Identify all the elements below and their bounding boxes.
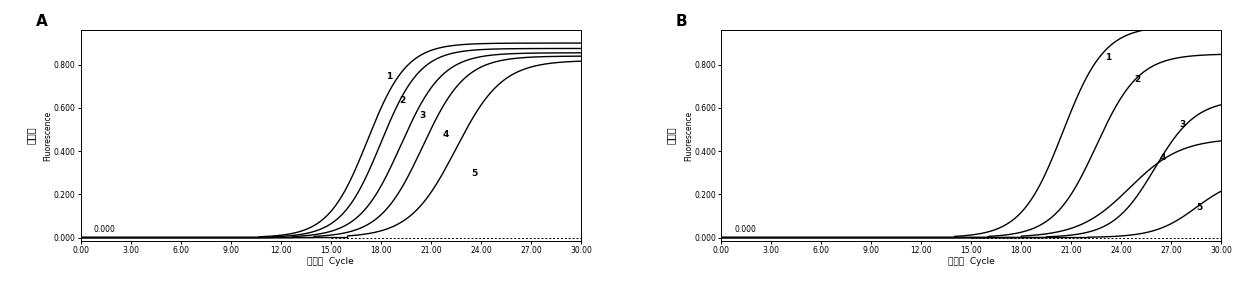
Text: Fluorescence: Fluorescence <box>684 110 693 160</box>
Text: 0.000: 0.000 <box>94 225 115 234</box>
Text: 0.000: 0.000 <box>734 225 756 234</box>
Text: 1: 1 <box>1105 53 1111 62</box>
Text: 4: 4 <box>1159 153 1166 162</box>
Text: A: A <box>36 14 47 29</box>
Text: 3: 3 <box>1179 119 1185 129</box>
Text: 4: 4 <box>443 130 449 139</box>
Text: 5: 5 <box>1197 203 1203 212</box>
Text: 荧光值: 荧光值 <box>26 127 36 144</box>
Text: 5: 5 <box>471 169 477 178</box>
Text: 1: 1 <box>386 72 392 81</box>
Text: Fluorescence: Fluorescence <box>43 110 52 160</box>
X-axis label: 循环数  Cycle: 循环数 Cycle <box>947 257 994 266</box>
Text: B: B <box>676 14 688 29</box>
Text: 3: 3 <box>419 111 425 120</box>
Text: 荧光值: 荧光值 <box>666 127 676 144</box>
Text: 2: 2 <box>399 96 405 105</box>
Text: 2: 2 <box>1135 75 1141 84</box>
X-axis label: 循环数  Cycle: 循环数 Cycle <box>308 257 355 266</box>
